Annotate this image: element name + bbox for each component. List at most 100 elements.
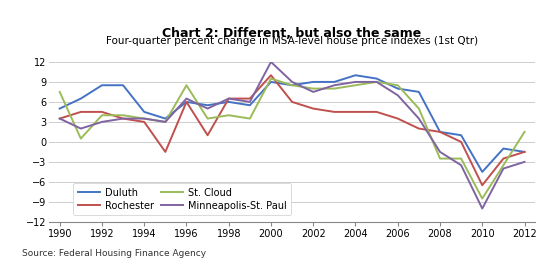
Rochester — [437, 130, 443, 133]
St. Cloud — [521, 130, 528, 133]
Duluth — [204, 104, 211, 107]
St. Cloud — [479, 197, 485, 200]
Duluth — [394, 87, 401, 90]
Rochester — [458, 140, 465, 143]
St. Cloud — [204, 117, 211, 120]
Minneapolis-St. Paul — [416, 117, 422, 120]
Minneapolis-St. Paul — [120, 117, 126, 120]
Rochester — [394, 117, 401, 120]
Minneapolis-St. Paul — [247, 100, 253, 103]
Legend: Duluth, Rochester, St. Cloud, Minneapolis-St. Paul: Duluth, Rochester, St. Cloud, Minneapoli… — [74, 183, 291, 215]
Minneapolis-St. Paul — [373, 80, 380, 84]
Minneapolis-St. Paul — [437, 150, 443, 154]
St. Cloud — [141, 117, 147, 120]
Duluth — [268, 80, 274, 84]
Duluth — [141, 110, 147, 114]
Rochester — [289, 100, 295, 103]
St. Cloud — [500, 164, 507, 167]
St. Cloud — [225, 114, 232, 117]
Duluth — [500, 147, 507, 150]
Duluth — [331, 80, 337, 84]
St. Cloud — [289, 84, 295, 87]
St. Cloud — [394, 84, 401, 87]
Duluth — [183, 100, 190, 103]
Duluth — [310, 80, 317, 84]
Rochester — [500, 157, 507, 160]
Duluth — [521, 150, 528, 154]
Line: St. Cloud: St. Cloud — [60, 79, 525, 199]
St. Cloud — [373, 80, 380, 84]
Line: Minneapolis-St. Paul: Minneapolis-St. Paul — [60, 62, 525, 208]
Duluth — [479, 170, 485, 173]
St. Cloud — [162, 120, 169, 124]
Duluth — [78, 97, 84, 100]
Rochester — [479, 184, 485, 187]
Minneapolis-St. Paul — [183, 97, 190, 100]
Rochester — [99, 110, 105, 114]
Line: Rochester: Rochester — [60, 75, 525, 185]
Minneapolis-St. Paul — [289, 80, 295, 84]
Minneapolis-St. Paul — [78, 127, 84, 130]
Text: Source: Federal Housing Finance Agency: Source: Federal Housing Finance Agency — [22, 249, 206, 258]
Minneapolis-St. Paul — [331, 84, 337, 87]
Rochester — [78, 110, 84, 114]
Rochester — [120, 117, 126, 120]
Duluth — [352, 74, 359, 77]
Duluth — [162, 117, 169, 120]
Rochester — [310, 107, 317, 110]
St. Cloud — [78, 137, 84, 140]
Rochester — [268, 74, 274, 77]
Minneapolis-St. Paul — [479, 207, 485, 210]
Rochester — [373, 110, 380, 114]
Rochester — [352, 110, 359, 114]
Rochester — [225, 97, 232, 100]
St. Cloud — [56, 90, 63, 93]
Rochester — [141, 120, 147, 124]
Rochester — [56, 117, 63, 120]
Minneapolis-St. Paul — [352, 80, 359, 84]
Rochester — [331, 110, 337, 114]
Duluth — [225, 100, 232, 103]
Minneapolis-St. Paul — [56, 117, 63, 120]
St. Cloud — [120, 114, 126, 117]
Text: Four-quarter percent change in MSA-level house price indexes (1st Qtr): Four-quarter percent change in MSA-level… — [106, 36, 478, 46]
Rochester — [183, 100, 190, 103]
St. Cloud — [247, 117, 253, 120]
Rochester — [416, 127, 422, 130]
Title: Chart 2: Different, but also the same: Chart 2: Different, but also the same — [163, 27, 422, 40]
Duluth — [99, 84, 105, 87]
Duluth — [458, 134, 465, 137]
Duluth — [56, 107, 63, 110]
St. Cloud — [99, 114, 105, 117]
Minneapolis-St. Paul — [204, 107, 211, 110]
St. Cloud — [268, 77, 274, 80]
St. Cloud — [183, 84, 190, 87]
St. Cloud — [437, 157, 443, 160]
Minneapolis-St. Paul — [162, 120, 169, 124]
Rochester — [204, 134, 211, 137]
St. Cloud — [310, 87, 317, 90]
St. Cloud — [331, 87, 337, 90]
Duluth — [416, 90, 422, 93]
St. Cloud — [416, 107, 422, 110]
Duluth — [437, 130, 443, 133]
Rochester — [521, 150, 528, 154]
Minneapolis-St. Paul — [500, 167, 507, 170]
Minneapolis-St. Paul — [458, 164, 465, 167]
Duluth — [247, 104, 253, 107]
Duluth — [373, 77, 380, 80]
Minneapolis-St. Paul — [99, 120, 105, 124]
Minneapolis-St. Paul — [225, 97, 232, 100]
Duluth — [120, 84, 126, 87]
Duluth — [289, 84, 295, 87]
Minneapolis-St. Paul — [394, 94, 401, 97]
Minneapolis-St. Paul — [521, 160, 528, 164]
Minneapolis-St. Paul — [141, 117, 147, 120]
Minneapolis-St. Paul — [310, 90, 317, 93]
St. Cloud — [352, 84, 359, 87]
Line: Duluth: Duluth — [60, 75, 525, 172]
Rochester — [162, 150, 169, 154]
Minneapolis-St. Paul — [268, 60, 274, 63]
St. Cloud — [458, 157, 465, 160]
Rochester — [247, 97, 253, 100]
